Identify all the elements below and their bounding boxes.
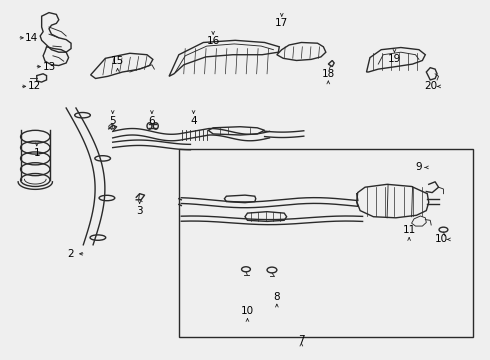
Text: 18: 18 (321, 69, 335, 79)
Text: 19: 19 (388, 54, 401, 64)
Text: 3: 3 (136, 206, 143, 216)
Text: 10: 10 (435, 234, 447, 244)
Ellipse shape (267, 267, 277, 273)
Text: 12: 12 (27, 81, 41, 91)
Text: 4: 4 (190, 116, 197, 126)
Text: 10: 10 (241, 306, 254, 316)
Text: 6: 6 (148, 116, 155, 126)
Ellipse shape (439, 227, 448, 232)
Text: 14: 14 (25, 33, 39, 43)
Text: 8: 8 (273, 292, 280, 302)
Text: 5: 5 (109, 116, 116, 126)
Text: 2: 2 (68, 249, 74, 259)
Bar (179, 149, 473, 337)
Text: 15: 15 (111, 56, 124, 66)
Text: 20: 20 (425, 81, 438, 91)
Text: 13: 13 (42, 62, 56, 72)
Text: 7: 7 (298, 335, 305, 345)
Text: 16: 16 (206, 36, 220, 46)
Text: 1: 1 (33, 148, 40, 158)
Text: 11: 11 (402, 225, 416, 235)
Text: 9: 9 (416, 162, 422, 172)
Ellipse shape (242, 267, 250, 272)
Text: 17: 17 (275, 18, 289, 28)
